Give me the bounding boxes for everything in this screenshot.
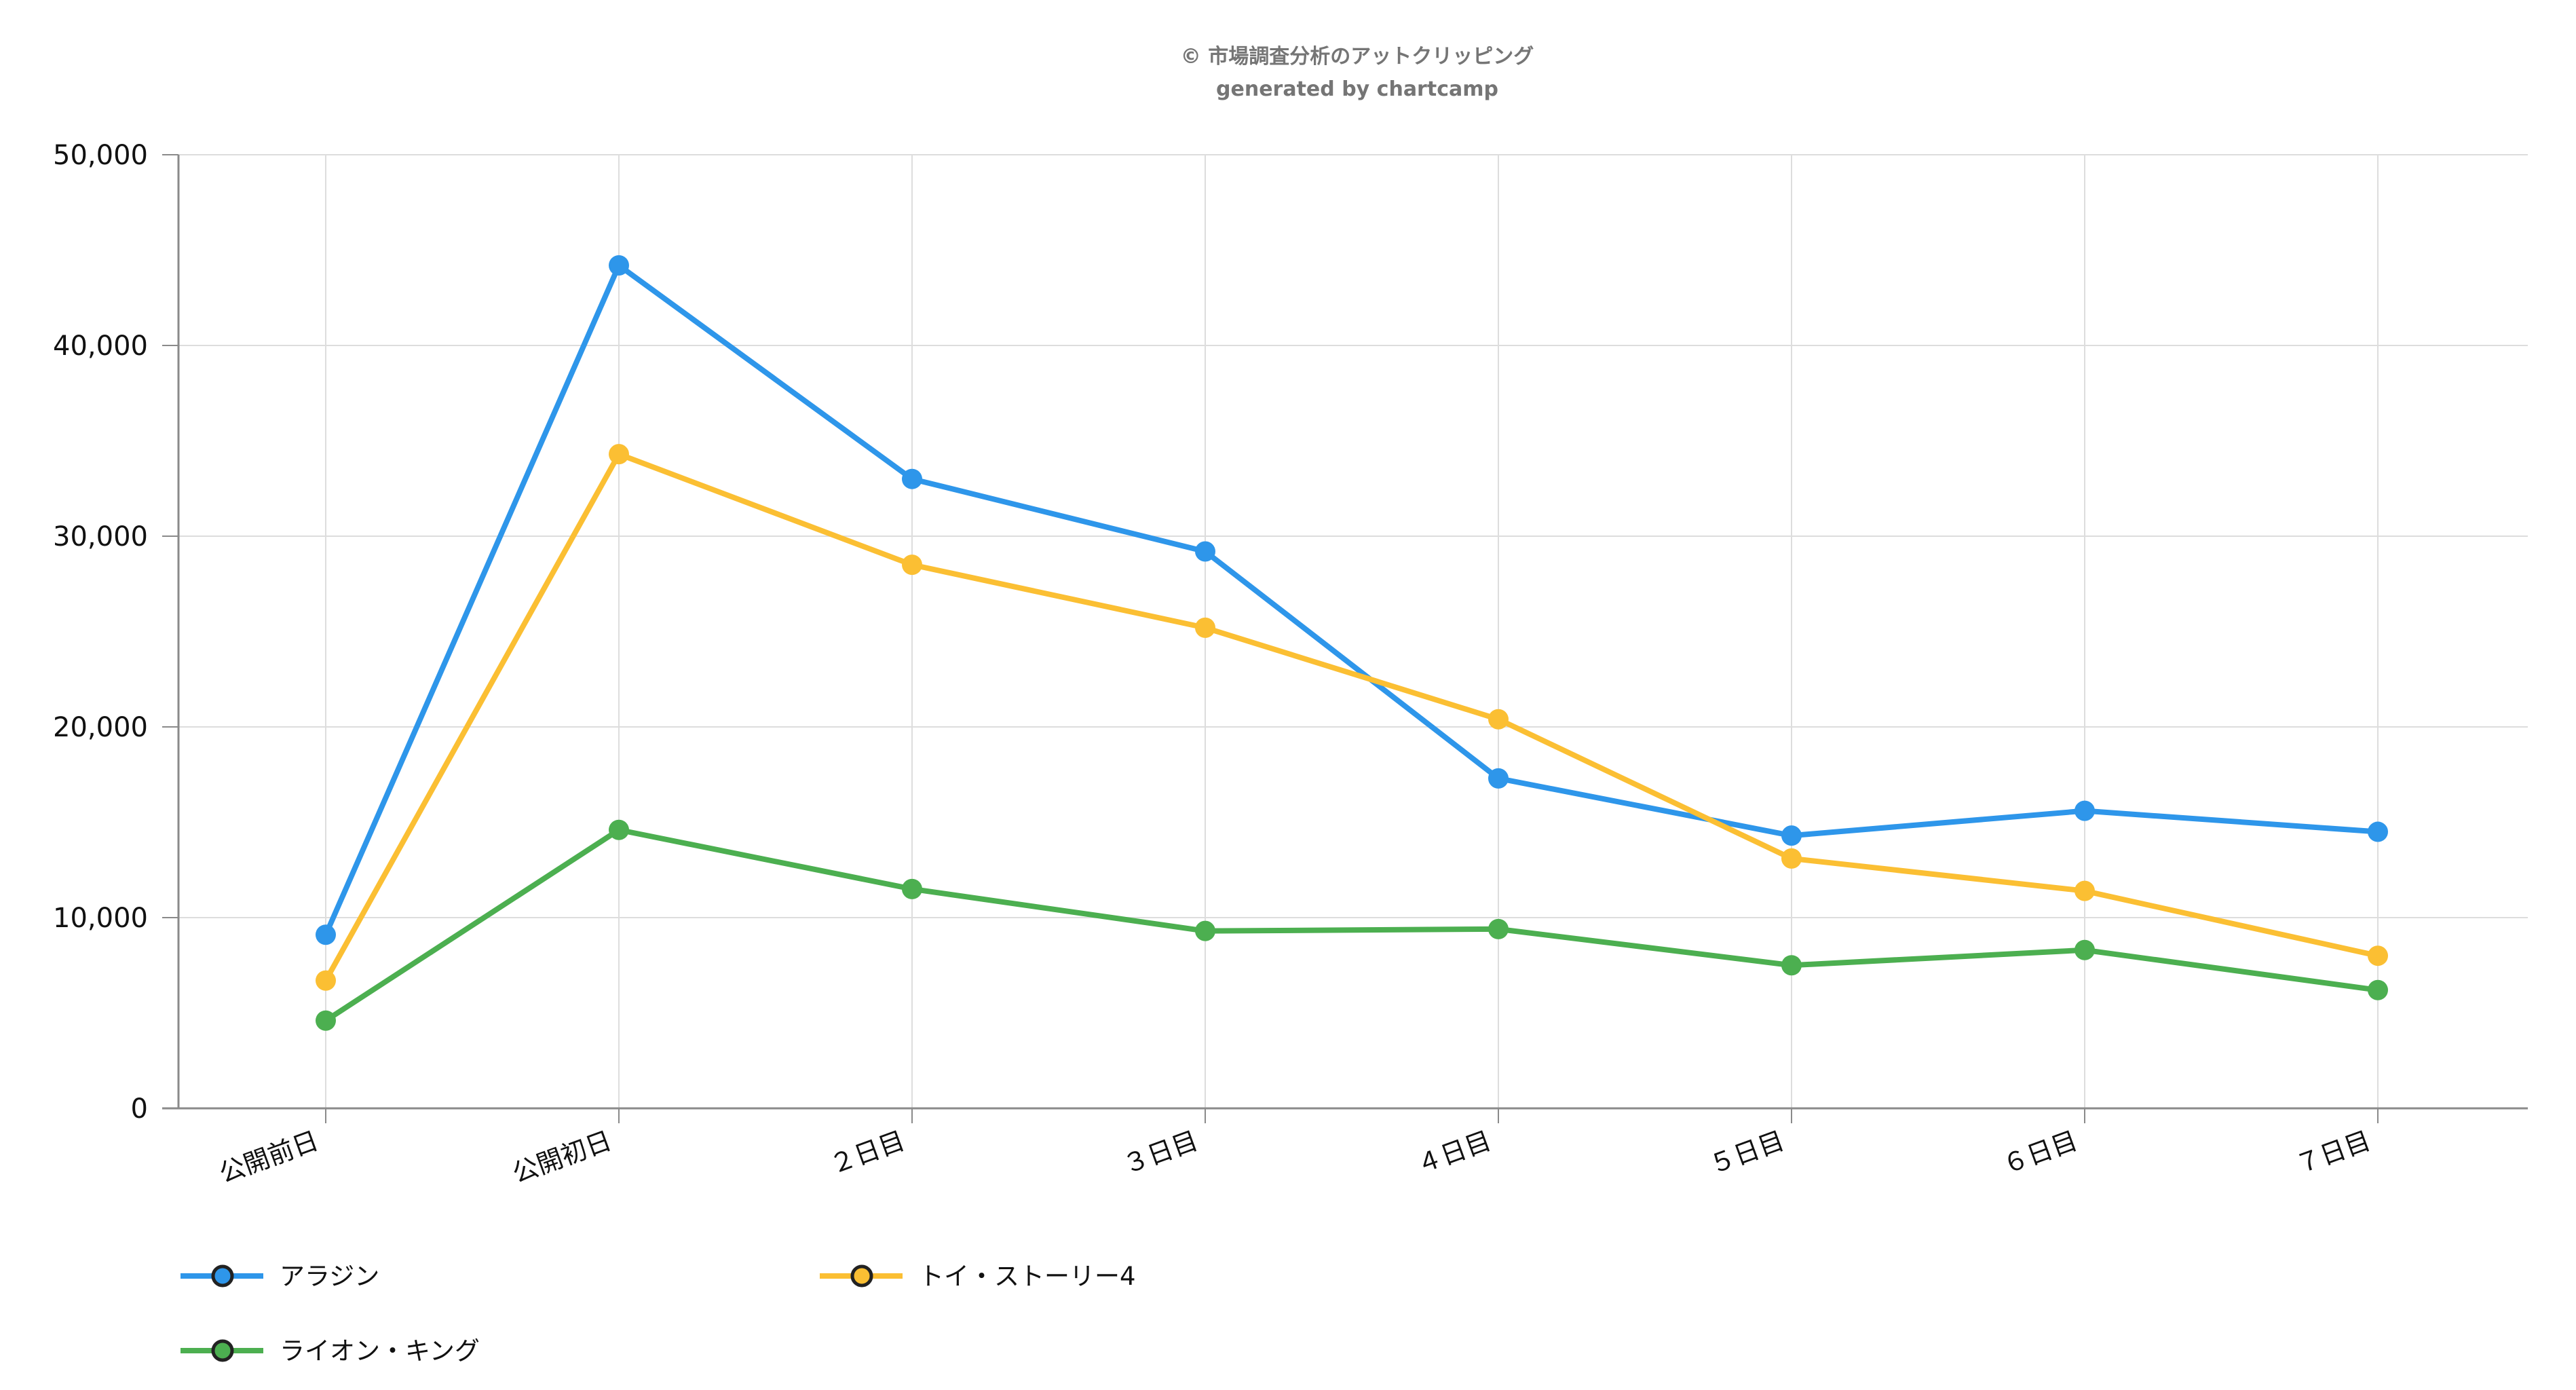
x-tick-label: 公開初日 [508,1125,615,1188]
x-tick-label: ７日目 [2292,1125,2374,1180]
y-axis-ticks: 0 10,000 20,000 30,000 40,000 50,000 [53,140,178,1125]
data-point [1488,918,1509,939]
data-point [1488,768,1509,789]
grid-lines [178,154,2528,1108]
data-point [316,924,336,945]
data-point [1195,617,1215,638]
legend-label: アラジン [280,1262,379,1291]
x-tick-label: ４日目 [1412,1125,1495,1180]
data-point [1195,920,1215,941]
data-point [1488,709,1509,730]
legend-item[interactable]: トイ・ストーリー4 [820,1262,1136,1291]
x-tick-label: ６日目 [1999,1125,2081,1180]
series-line [323,827,2381,1023]
legend-marker [850,1264,873,1288]
legend-marker [211,1339,234,1362]
axes [162,155,2528,1110]
data-point [316,1010,336,1031]
series-line [323,451,2381,983]
series-line [323,262,2381,938]
legend-label: トイ・ストーリー4 [919,1262,1136,1291]
data-point [902,468,922,489]
data-point [1781,955,1802,976]
y-tick-label: 30,000 [53,521,148,552]
data-point [1195,541,1215,562]
data-point [609,444,629,465]
legend[interactable]: アラジン トイ・ストーリー4 ライオン・キング [181,1262,1136,1366]
y-tick-label: 0 [131,1093,148,1125]
data-point [609,255,629,276]
x-tick-label: ３日目 [1119,1125,1202,1180]
legend-item[interactable]: アラジン [181,1262,379,1291]
y-tick-label: 40,000 [53,331,148,362]
y-tick-label: 20,000 [53,712,148,743]
legend-marker [211,1264,234,1288]
data-point [2368,979,2388,1000]
legend-label: ライオン・キング [280,1336,480,1366]
y-tick-label: 10,000 [53,903,148,934]
credit-generator: generated by chartcamp [1216,77,1498,101]
data-point [902,555,922,576]
y-tick-label: 50,000 [53,140,148,171]
x-axis-ticks: 公開前日 公開初日 ２日目 ３日目 ４日目 ５日目 ６日目 ７日目 [215,1108,2379,1188]
series-lines [316,255,2388,1031]
data-point [316,970,336,991]
legend-item[interactable]: ライオン・キング [181,1336,480,1366]
data-point [1781,848,1802,869]
data-point [609,819,629,840]
data-point [2368,821,2388,842]
data-point [902,878,922,899]
x-tick-label: ２日目 [826,1125,909,1180]
data-point [2075,880,2095,901]
chart-credit: © 市場調査分析のアットクリッピング generated by chartcam… [1181,45,1534,101]
data-point [1781,825,1802,846]
data-point [2075,939,2095,960]
credit-copyright: © 市場調査分析のアットクリッピング [1181,45,1534,69]
data-point [2075,800,2095,821]
x-tick-label: ５日目 [1705,1125,1788,1180]
data-point [2368,945,2388,966]
x-tick-label: 公開前日 [215,1125,322,1188]
